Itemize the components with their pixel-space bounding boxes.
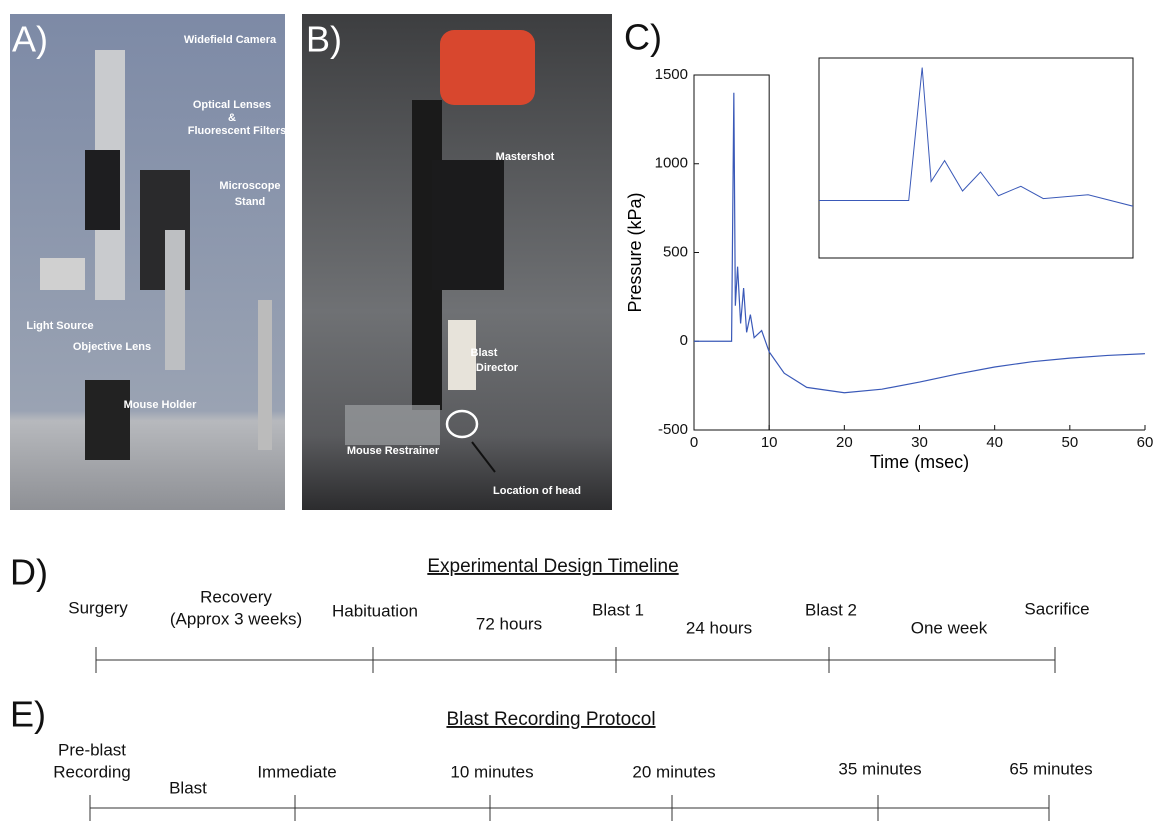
x-tick-label: 0 [690,434,698,451]
event-label: Pre-blast [58,740,126,759]
inset-line [819,67,1133,207]
panel-letter: B) [306,19,342,60]
interval-label: 72 hours [476,614,542,633]
timeline-title: Blast Recording Protocol [446,709,655,730]
x-tick-label: 40 [986,434,1003,451]
x-tick-label: 10 [761,434,778,451]
y-tick-label: 1500 [655,66,688,83]
arrow [471,441,496,473]
stand-pole [165,230,185,370]
event-label: Recording [53,762,131,781]
barrel [432,160,504,290]
photo-label: Fluorescent Filters [188,125,286,137]
event-label: 35 minutes [838,759,921,778]
photo-label: Stand [235,196,266,208]
mouse-holder [85,380,130,460]
event-label: Blast 1 [592,600,644,619]
interval-label: Blast [169,778,207,797]
timeline-title: Experimental Design Timeline [427,556,678,577]
photo-label: Blast [471,347,498,359]
panel-letter: A) [12,19,48,60]
y-tick-label: -500 [658,421,688,438]
photo-label: Microscope [219,180,280,192]
event-label: 20 minutes [632,762,715,781]
photo-label: Optical Lenses [193,99,271,111]
y-tick-label: 1000 [655,155,688,172]
panel-letter: E) [10,694,46,735]
event-label: Blast 2 [805,600,857,619]
event-label: Habituation [332,601,418,620]
photo-label: Mastershot [496,151,555,163]
panel-letter: D) [10,552,48,593]
interval-label: 24 hours [686,618,752,637]
x-tick-label: 50 [1061,434,1078,451]
zoom-box [693,74,770,431]
event-label: Surgery [68,598,128,617]
light-source [40,258,85,290]
series-line [694,92,1146,394]
photo-label: & [228,112,236,124]
inset-frame [818,57,1134,259]
scope-part [85,150,120,230]
y-tick-label: 0 [680,332,688,349]
photo-label: Location of head [493,485,581,497]
x-axis-label: Time (msec) [870,452,969,472]
interval-label: One week [911,618,988,637]
panel-letter: C) [624,17,662,58]
photo-label: Director [476,362,519,374]
head-circle [445,409,479,439]
photo-label: Objective Lens [73,341,151,353]
photo-label: Mouse Holder [124,399,197,411]
x-tick-label: 20 [836,434,853,451]
x-tick-label: 60 [1137,434,1154,451]
blast-director [448,320,476,390]
event-label: Immediate [257,762,336,781]
event-label: Sacrifice [1024,599,1089,618]
x-tick-label: 30 [911,434,928,451]
photo-label: Light Source [26,320,93,332]
mastershot [440,30,535,105]
photo-label: Mouse Restrainer [347,445,440,457]
y-tick-label: 500 [663,243,688,260]
rod [258,300,272,450]
event-label: 10 minutes [450,762,533,781]
interval-label: Recovery [200,587,272,606]
interval-label: (Approx 3 weeks) [170,609,302,628]
y-axis-label: Pressure (kPa) [625,192,645,312]
restrainer [345,405,440,445]
photo-label: Widefield Camera [184,34,277,46]
event-label: 65 minutes [1009,759,1092,778]
